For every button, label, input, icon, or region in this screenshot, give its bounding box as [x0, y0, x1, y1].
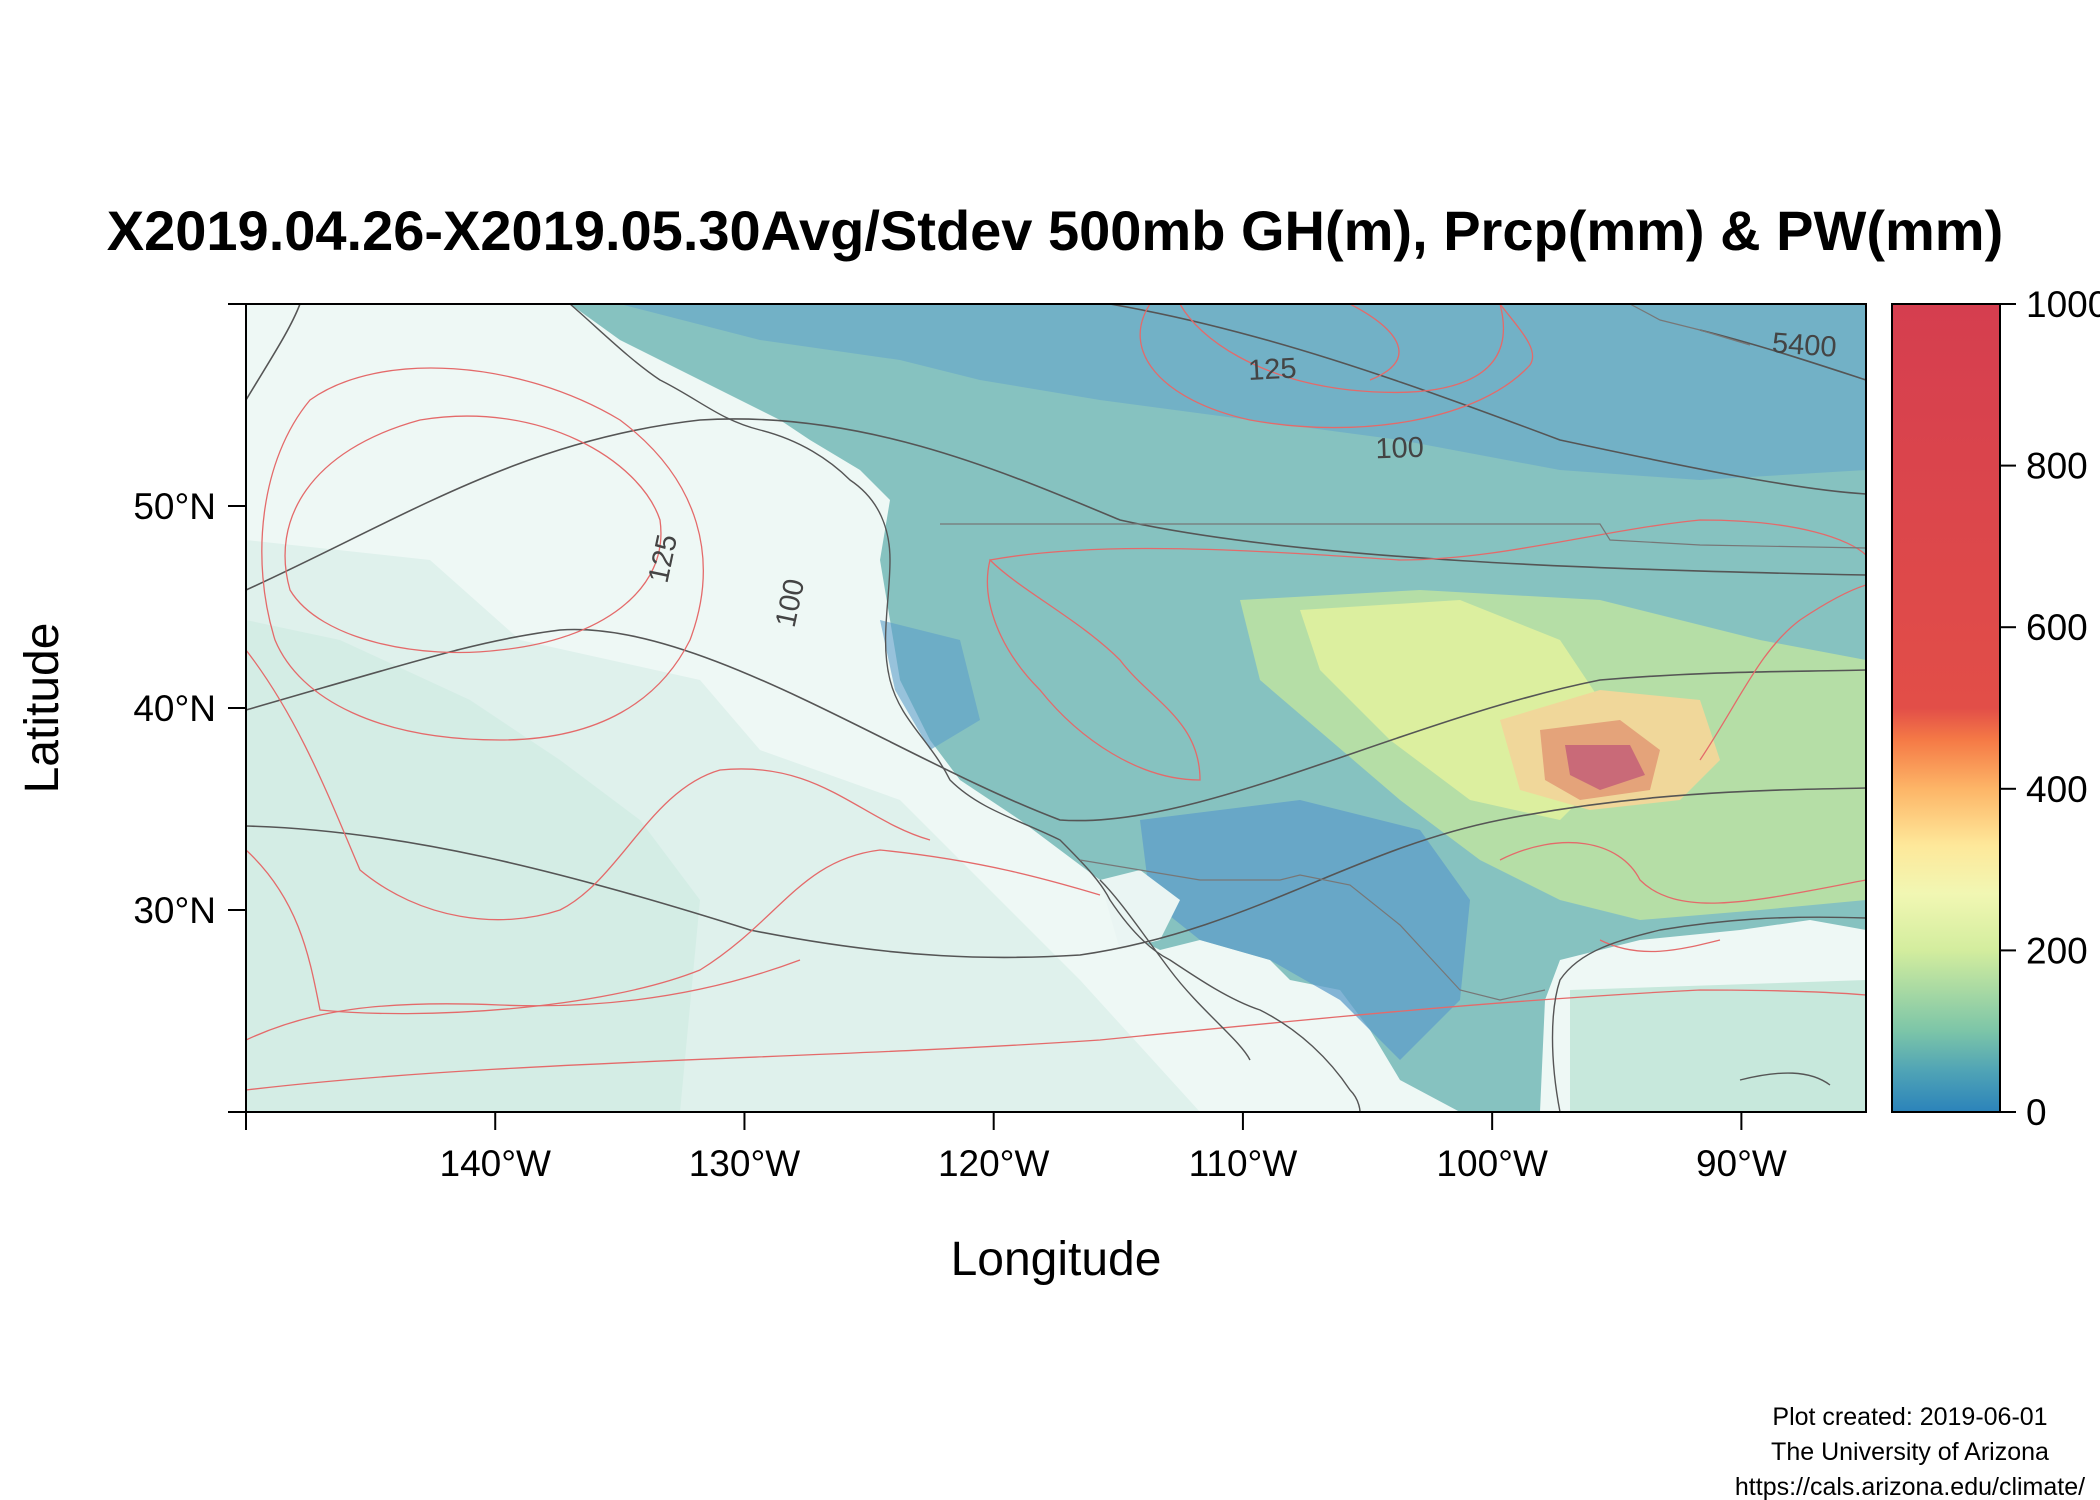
colorbar-frame [1891, 303, 2001, 1113]
x-tick-label: 140°W [440, 1143, 552, 1184]
y-axis: 30°N 40°N 50°N [133, 303, 246, 1113]
y-axis-label: Latitude [16, 623, 69, 794]
y-tick-label: 40°N [133, 688, 216, 729]
colorbar-tick-label: 800 [2026, 446, 2088, 487]
precip-blue-california [880, 620, 980, 750]
credit-plot-created: Plot created: 2019-06-01 [1772, 1403, 2047, 1431]
x-tick-label: 130°W [689, 1143, 801, 1184]
x-axis-label: Longitude [951, 1233, 1162, 1286]
x-tick-label: 110°W [1189, 1143, 1298, 1184]
colorbar-gradient [1892, 304, 2000, 1112]
x-tick-label: 90°W [1696, 1143, 1787, 1184]
x-tick-label: 120°W [938, 1143, 1050, 1184]
colorbar-tick-label: 1000 [2026, 284, 2100, 325]
gh-contours [246, 304, 1866, 959]
colorbar-axis: 0 200 400 600 800 1000 [2000, 284, 2100, 1133]
chart-title: X2019.04.26-X2019.05.30Avg/Stdev 500mb G… [107, 199, 2003, 262]
x-axis: 140°W 130°W 120°W 110°W 100°W 90°W [245, 1112, 1787, 1184]
ocean-shading-west [246, 620, 700, 1112]
credit-url: https://cals.arizona.edu/climate/ [1735, 1473, 2085, 1500]
colorbar-tick-label: 200 [2026, 930, 2088, 971]
contour-label: 100 [1375, 432, 1424, 466]
y-tick-label: 30°N [133, 890, 216, 931]
colorbar-tick-label: 0 [2026, 1092, 2047, 1133]
coastlines [569, 304, 1866, 1112]
land-precip-field [570, 304, 1866, 1112]
x-tick-label: 100°W [1436, 1143, 1548, 1184]
land-gap-baja [1100, 870, 1180, 950]
borders [940, 304, 1866, 1001]
precip-max-core [1565, 745, 1645, 790]
y-tick-label: 50°N [133, 486, 216, 527]
stdev-contours [246, 304, 1866, 1091]
contour-label: 5400 [1771, 327, 1838, 363]
gulf-shading [1570, 980, 1866, 1112]
colorbar-tick-label: 400 [2026, 769, 2088, 810]
credit-institution: The University of Arizona [1771, 1438, 2049, 1466]
colorbar-tick-label: 600 [2026, 607, 2088, 648]
contour-label: 125 [1247, 353, 1297, 387]
precip-blue-southwest [1140, 800, 1470, 1060]
precip-blue-north [620, 304, 1866, 480]
